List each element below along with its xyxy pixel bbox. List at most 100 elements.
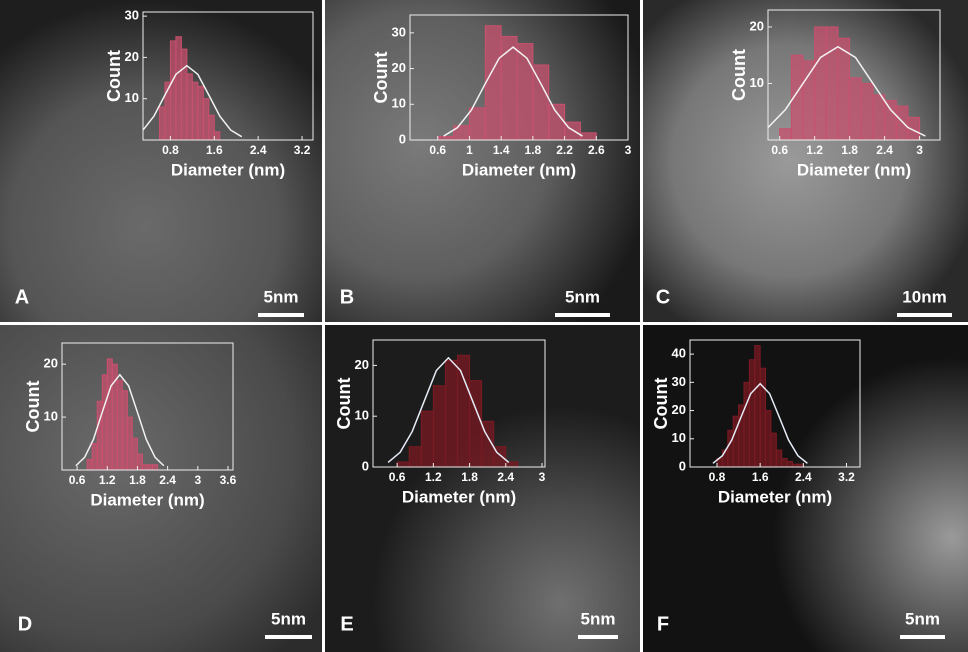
histogram-bar <box>141 464 148 471</box>
axes-frame <box>409 14 629 141</box>
scale-bar-label: 5nm <box>264 287 299 306</box>
histogram-bar <box>759 367 767 468</box>
histogram-bar <box>175 36 182 141</box>
x-tick-label: 0.8 <box>162 143 179 157</box>
histogram-bar <box>727 429 734 468</box>
x-tick-label: 1.2 <box>99 473 116 487</box>
histogram-bar <box>202 98 210 141</box>
x-axis-label: Diameter (nm) <box>402 487 516 506</box>
histogram-bar <box>500 35 518 141</box>
histogram-bar <box>136 453 143 471</box>
histogram-bar <box>872 94 886 141</box>
y-axis-label: Count <box>371 52 391 104</box>
histogram-bar <box>825 26 839 141</box>
y-tick-label: 10 <box>672 430 686 445</box>
histogram-bar <box>532 64 550 141</box>
histogram-bar <box>548 103 566 141</box>
histogram-bar <box>158 106 166 141</box>
y-axis-label: Count <box>23 381 43 433</box>
panel-label: B <box>340 286 354 308</box>
scale-bar-label: 5nm <box>565 287 600 306</box>
y-tick-label: 0 <box>362 458 369 473</box>
micrograph <box>325 325 640 652</box>
scale-bar <box>265 635 312 639</box>
histogram-bar <box>208 114 215 141</box>
x-tick-label: 1.8 <box>841 143 858 157</box>
histogram-bar <box>106 358 113 471</box>
histogram-bar <box>849 77 862 141</box>
fit-curve <box>143 64 243 138</box>
x-tick-label: 3 <box>916 143 923 157</box>
x-tick-label: 2.4 <box>795 470 812 484</box>
axes-frame <box>767 9 941 141</box>
histogram-bar <box>152 464 159 471</box>
y-axis-label: Count <box>334 378 354 430</box>
histogram-bar <box>456 354 471 468</box>
y-tick-label: 30 <box>672 374 686 389</box>
histogram-bar <box>468 107 486 141</box>
y-tick-label: 0 <box>679 458 686 473</box>
y-tick-label: 0 <box>399 131 406 146</box>
histogram-bar <box>169 40 177 141</box>
x-tick-label: 0.6 <box>389 470 406 484</box>
fit-curve <box>768 45 926 137</box>
x-axis-label: Diameter (nm) <box>718 487 832 506</box>
x-tick-label: 1.6 <box>752 470 769 484</box>
histogram-bar <box>96 400 103 471</box>
histogram-bar <box>884 99 897 141</box>
x-axis-label: Diameter (nm) <box>90 490 204 509</box>
histogram-bar <box>786 460 794 468</box>
histogram-bar <box>213 131 221 141</box>
x-tick-label: 3 <box>625 143 632 157</box>
panel-label: E <box>340 613 353 635</box>
histogram-bar <box>860 82 874 141</box>
histogram-bar <box>186 73 193 141</box>
histogram-bar <box>121 390 128 471</box>
scale-bar <box>897 313 952 317</box>
histogram-bar <box>579 132 597 141</box>
micrograph <box>0 325 322 652</box>
histogram-bar <box>802 60 816 141</box>
histogram-bar <box>814 26 827 141</box>
y-axis-label: Count <box>651 378 671 430</box>
x-tick-label: 0.6 <box>771 143 788 157</box>
histogram-bar <box>131 437 138 471</box>
scale-bar <box>555 313 610 317</box>
x-tick-label: 2.6 <box>588 143 605 157</box>
scale-bar-label: 5nm <box>581 609 616 628</box>
y-tick-label: 10 <box>750 75 764 90</box>
y-tick-label: 10 <box>392 96 406 111</box>
scale-bar <box>900 635 945 639</box>
axes-frame <box>61 342 234 471</box>
micrograph <box>643 325 968 652</box>
x-tick-label: 0.6 <box>429 143 446 157</box>
histogram-bar <box>743 381 750 468</box>
y-tick-label: 40 <box>672 346 686 361</box>
histogram-bar <box>197 85 204 141</box>
scale-bar <box>578 635 618 639</box>
histogram-bar <box>781 458 788 468</box>
x-tick-label: 2.4 <box>250 143 267 157</box>
x-tick-label: 2.4 <box>159 473 176 487</box>
histogram-bar <box>191 81 199 141</box>
panel-label: A <box>15 286 29 308</box>
histogram-bar <box>408 446 422 468</box>
histogram-bar <box>396 461 410 468</box>
histogram-bar <box>101 374 108 471</box>
histogram-bar <box>420 410 434 468</box>
histogram-bar <box>437 135 455 141</box>
histogram-bar <box>147 464 154 471</box>
fit-curve <box>75 373 165 467</box>
y-tick-label: 10 <box>125 90 139 105</box>
histogram-bar <box>895 105 909 141</box>
y-axis-label: Count <box>104 50 124 102</box>
x-tick-label: 1.2 <box>806 143 823 157</box>
x-axis-label: Diameter (nm) <box>171 160 285 179</box>
x-tick-label: 1.8 <box>525 143 542 157</box>
histogram-bar <box>765 410 772 468</box>
scale-bar-label: 5nm <box>271 609 306 628</box>
panel-label: F <box>657 613 669 635</box>
x-tick-label: 3.2 <box>294 143 311 157</box>
y-tick-label: 30 <box>392 24 406 39</box>
histogram-bar <box>779 128 792 141</box>
